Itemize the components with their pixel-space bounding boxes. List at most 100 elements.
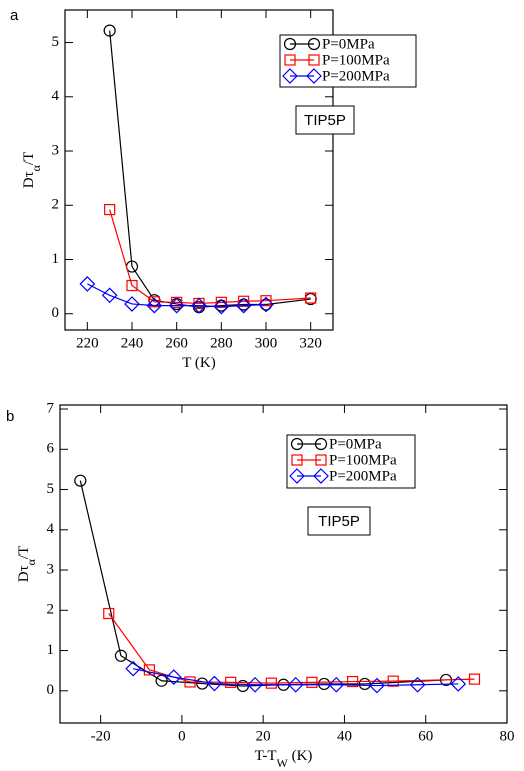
legend-marker <box>306 68 322 84</box>
legend-marker <box>290 437 304 451</box>
marker-diamond <box>213 298 230 315</box>
marker-circle <box>103 24 116 37</box>
y-axis-label-part: α <box>29 164 43 171</box>
y-tick-label: 5 <box>47 481 55 497</box>
marker-diamond <box>328 676 345 693</box>
panel-label: b <box>6 408 14 425</box>
x-tick-label: 80 <box>500 728 515 744</box>
marker-circle <box>155 674 168 687</box>
y-tick-label: 2 <box>52 197 60 213</box>
legend-marker <box>307 37 321 51</box>
legend-label: P=0MPa <box>329 436 382 452</box>
x-tick-label: -20 <box>91 728 111 744</box>
annotation-box <box>295 105 355 135</box>
marker-circle <box>74 474 87 487</box>
y-tick-label: 2 <box>47 602 55 618</box>
marker-diamond <box>206 675 223 692</box>
marker-square <box>238 295 250 307</box>
marker-diamond <box>235 297 252 314</box>
y-axis-label-part: /T <box>21 152 37 165</box>
marker-diamond <box>247 676 263 693</box>
marker-diamond <box>191 297 207 314</box>
marker-diamond <box>369 677 385 694</box>
x-axis-label-part: (K) <box>288 748 313 764</box>
marker-diamond <box>124 296 140 312</box>
x-tick-label: 320 <box>299 335 322 351</box>
y-tick-label: 4 <box>52 88 60 104</box>
marker-square <box>265 677 277 689</box>
x-tick-label: 0 <box>178 728 186 744</box>
marker-square <box>126 279 138 292</box>
y-tick-label: 3 <box>52 142 60 158</box>
marker-square <box>225 676 237 688</box>
series-line <box>133 668 459 687</box>
marker-square <box>184 676 196 688</box>
marker-circle <box>358 677 371 691</box>
marker-diamond <box>125 660 141 677</box>
annotation: TIP5P <box>304 112 346 129</box>
legend-label: P=100MPa <box>329 452 397 468</box>
marker-circle <box>114 649 128 662</box>
legend-marker <box>283 37 297 51</box>
marker-diamond <box>258 296 274 313</box>
marker-square <box>260 295 272 307</box>
annotation-box <box>307 506 371 536</box>
marker-square <box>143 664 155 676</box>
y-tick-label: 4 <box>47 521 55 537</box>
x-tick-label: 40 <box>337 728 352 744</box>
marker-square <box>306 676 318 688</box>
marker-square <box>148 296 160 308</box>
annotation: TIP5P <box>318 513 360 530</box>
y-tick-label: 0 <box>52 305 60 321</box>
legend-marker <box>313 468 329 484</box>
marker-diamond <box>146 297 163 314</box>
x-tick-label: 20 <box>256 728 271 744</box>
marker-diamond <box>168 297 185 314</box>
legend-marker <box>289 468 305 484</box>
x-tick-label: 300 <box>255 335 278 351</box>
x-axis-label-part: W <box>277 756 289 770</box>
y-axis-label-part: Dτ <box>16 565 32 582</box>
marker-square <box>305 292 317 304</box>
x-tick-label: 220 <box>76 335 99 351</box>
x-tick-label: 280 <box>210 335 233 351</box>
marker-diamond <box>287 676 304 693</box>
marker-diamond <box>101 287 118 304</box>
x-axis-label-part: T (K) <box>182 355 215 371</box>
y-tick-label: 1 <box>52 251 60 267</box>
legend-label: P=100MPa <box>322 52 390 68</box>
x-tick-label: 260 <box>165 335 188 351</box>
legend-marker <box>315 454 327 466</box>
series-line <box>79 480 447 687</box>
y-tick-label: 7 <box>47 400 55 416</box>
marker-square <box>103 607 115 620</box>
marker-square <box>104 203 116 216</box>
marker-diamond <box>450 676 467 692</box>
legend-marker <box>314 437 328 451</box>
marker-diamond <box>79 276 96 292</box>
legend-marker <box>282 68 298 84</box>
y-axis-label-part: α <box>24 558 38 565</box>
y-axis-label-part: Dτ <box>21 171 37 188</box>
marker-square <box>468 673 481 685</box>
x-axis-label-part: T-T <box>255 748 277 764</box>
legend-label: P=200MPa <box>329 468 397 484</box>
y-axis-label: Dτα/T <box>21 152 42 189</box>
y-axis-label-part: /T <box>16 546 32 559</box>
marker-square <box>346 675 359 688</box>
marker-square <box>215 296 227 308</box>
series-line <box>109 209 311 305</box>
marker-diamond <box>409 676 426 693</box>
marker-square <box>171 296 183 308</box>
panel-label: a <box>10 7 19 24</box>
x-tick-label: 240 <box>121 335 144 351</box>
marker-square <box>387 675 399 687</box>
y-tick-label: 5 <box>52 34 60 50</box>
x-tick-label: 60 <box>418 728 433 744</box>
legend-marker <box>291 454 303 466</box>
legend-marker <box>284 54 296 66</box>
plot-frame <box>59 404 508 724</box>
legend-marker <box>308 54 320 66</box>
